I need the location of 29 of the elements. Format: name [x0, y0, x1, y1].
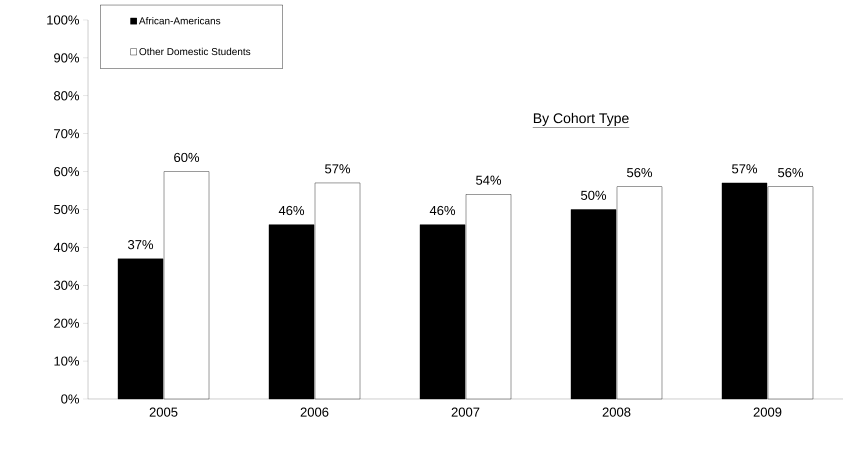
y-tick-label: 60% [54, 166, 80, 176]
y-tick-label: 80% [54, 91, 80, 100]
text: By Cohort Type [534, 112, 629, 126]
x-tick-label: 2005 [150, 408, 178, 417]
data-label: 50% [581, 190, 606, 200]
data-label: 57% [732, 164, 758, 174]
data-label: 54% [476, 176, 502, 185]
x-tick-label: 2007 [452, 408, 480, 417]
data-label: 56% [627, 168, 652, 178]
y-tick-label: 30% [54, 280, 80, 290]
data-label: 56% [778, 168, 804, 178]
y-tick-label: 20% [54, 318, 80, 328]
data-label: 46% [430, 206, 456, 216]
data-label: 37% [128, 240, 154, 250]
data-label: 57% [325, 164, 350, 174]
legend-label: African-Americans [138, 17, 220, 24]
x-tick-label: 2006 [300, 408, 328, 417]
legend-label: Other Domestic Students [139, 48, 250, 56]
y-tick-label: 90% [54, 53, 80, 62]
x-tick-label: 2008 [602, 408, 630, 417]
data-label: 60% [174, 152, 200, 162]
y-tick-label: 70% [54, 129, 80, 138]
y-tick-label: 10% [54, 356, 80, 366]
y-tick-label: 40% [54, 242, 80, 252]
y-tick-label: 0% [61, 394, 80, 404]
y-tick-label: 100% [47, 15, 80, 25]
y-tick-label: 50% [54, 204, 80, 214]
data-label: 46% [278, 206, 304, 216]
x-tick-label: 2009 [754, 408, 782, 417]
